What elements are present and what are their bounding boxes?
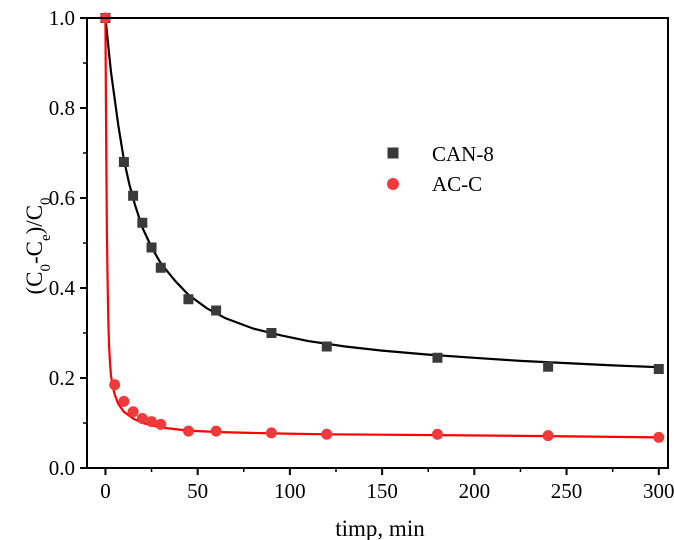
- legend-marker-can-8: [387, 147, 399, 159]
- y-tick-label: 0.2: [49, 366, 75, 390]
- plot-frame: [86, 17, 669, 469]
- data-point-ac-c: [146, 416, 158, 428]
- fit-curves: [104, 17, 659, 439]
- data-point-ac-c: [542, 430, 554, 442]
- data-point-can-8: [183, 294, 194, 305]
- data-point-can-8: [155, 262, 166, 273]
- data-points: [99, 12, 665, 443]
- data-point-ac-c: [182, 425, 194, 437]
- data-point-ac-c: [321, 428, 333, 440]
- data-point-can-8: [266, 328, 277, 338]
- legend-marker-ac-c: [387, 178, 399, 190]
- data-point-can-8: [543, 361, 554, 372]
- x-tick-label: 50: [187, 479, 208, 503]
- fit-curve-ac-c: [104, 17, 659, 439]
- y-tick-label: 0.8: [49, 96, 75, 120]
- x-tick-label: 0: [100, 479, 111, 503]
- data-point-can-8: [128, 190, 139, 201]
- axes: [80, 17, 669, 475]
- y-axis-title: (C0-Ce)/C0: [22, 197, 54, 294]
- data-point-ac-c: [155, 418, 167, 430]
- data-point-can-8: [432, 352, 443, 363]
- fit-curve-can-8: [104, 17, 659, 369]
- x-tick-label: 200: [459, 479, 491, 503]
- tick-labels: 0 50 100 150 200 250 300 0.0 0.2 0.4 0.6 0.8 1.0: [49, 6, 674, 503]
- data-point-ac-c: [210, 425, 222, 437]
- legend: CAN-8 AC-C: [387, 142, 494, 196]
- y-tick-label: 0.4: [49, 276, 76, 300]
- data-point-ac-c: [109, 379, 121, 391]
- y-tick-label: 1.0: [49, 6, 75, 30]
- data-point-ac-c: [431, 428, 443, 440]
- data-point-can-8: [211, 305, 222, 316]
- x-tick-label: 150: [366, 479, 398, 503]
- x-tick-label: 300: [643, 479, 674, 503]
- data-point-ac-c: [118, 395, 130, 407]
- legend-label-ac-c: AC-C: [432, 172, 482, 196]
- x-tick-label: 100: [274, 479, 306, 503]
- data-point-ac-c: [136, 413, 148, 424]
- y-tick-label: 0.0: [49, 456, 75, 480]
- x-tick-label: 250: [551, 479, 583, 503]
- x-axis-title: timp, min: [335, 516, 425, 540]
- legend-label-can-8: CAN-8: [432, 142, 494, 166]
- data-point-can-8: [321, 341, 332, 352]
- data-point-ac-c: [127, 406, 139, 418]
- data-point-can-8: [653, 364, 664, 374]
- data-point-ac-c: [265, 427, 277, 439]
- y-tick-label: 0.6: [49, 186, 75, 210]
- data-point-can-8: [137, 217, 148, 228]
- data-point-can-8: [118, 157, 129, 167]
- data-point-ac-c: [653, 431, 665, 443]
- data-point-can-8: [146, 242, 157, 253]
